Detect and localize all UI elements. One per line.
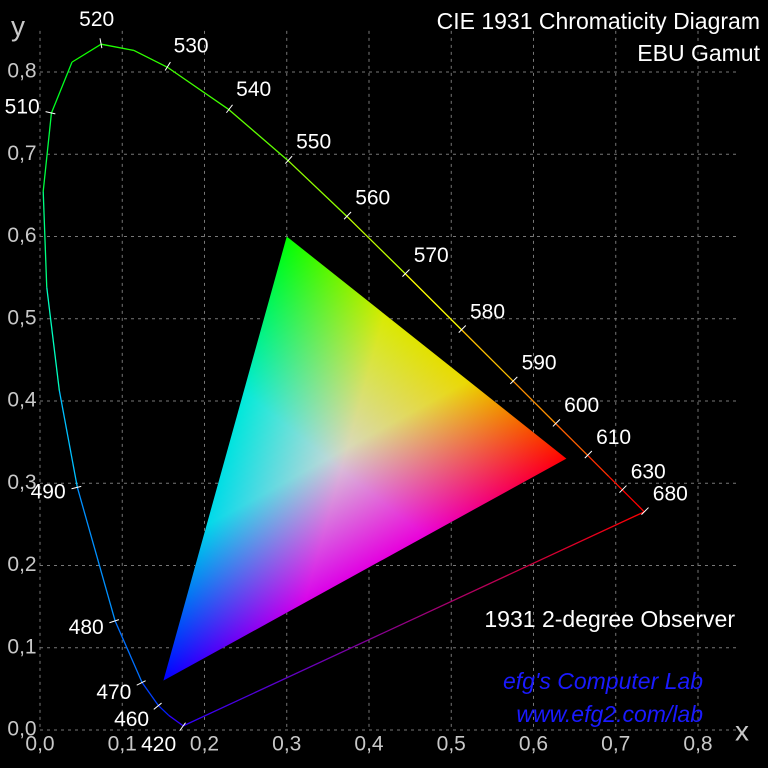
locus-tick xyxy=(45,111,56,115)
credit: efg's Computer Lab xyxy=(503,668,703,694)
locus-segment xyxy=(587,454,610,477)
locus-tick xyxy=(641,507,649,515)
locus-segment xyxy=(42,112,53,192)
credit: www.efg2.com/lab xyxy=(516,701,703,727)
wavelength-label: 590 xyxy=(522,352,557,375)
wavelength-label: 520 xyxy=(79,8,114,31)
wavelength-label: 560 xyxy=(355,187,390,210)
locus-segment xyxy=(50,61,73,114)
locus-tick xyxy=(619,485,627,494)
locus-segment xyxy=(141,682,159,706)
chart-title: CIE 1931 Chromaticity Diagram xyxy=(437,8,760,34)
locus-segment xyxy=(100,43,135,52)
wavelength-label: 610 xyxy=(596,426,631,449)
locus-segment xyxy=(346,215,406,275)
locus-segment xyxy=(608,475,623,491)
x-axis-label: x xyxy=(735,715,749,746)
locus-tick xyxy=(109,619,120,624)
y-tick-label: 0,5 xyxy=(7,306,36,329)
locus-segment xyxy=(42,191,48,288)
locus-tick xyxy=(584,450,593,459)
locus-segment xyxy=(404,273,462,331)
annotation: 1931 2-degree Observer xyxy=(484,606,735,632)
locus-segment xyxy=(58,390,78,488)
wavelength-label: 470 xyxy=(96,681,131,704)
locus-segment xyxy=(133,49,168,68)
wavelength-label: 680 xyxy=(653,482,688,505)
y-tick-label: 0,7 xyxy=(7,142,36,165)
locus-tick xyxy=(552,419,561,427)
y-tick-label: 0,4 xyxy=(7,389,37,412)
x-tick-label: 0,3 xyxy=(272,733,301,756)
y-tick-label: 0,3 xyxy=(7,471,36,494)
locus-segment xyxy=(157,705,170,716)
locus-segment xyxy=(621,489,638,506)
locus-tick xyxy=(226,104,233,114)
gamut-layer xyxy=(163,236,567,681)
locus-tick xyxy=(71,485,82,490)
y-tick-label: 0,6 xyxy=(7,224,36,247)
locus-tick xyxy=(402,269,410,277)
x-tick-label: 0,7 xyxy=(601,733,630,756)
x-tick-label: 0,0 xyxy=(25,733,54,756)
locus-tick xyxy=(136,680,146,686)
locus-segment xyxy=(636,504,645,513)
wavelength-label: 490 xyxy=(31,481,66,504)
locus-tick xyxy=(458,325,467,333)
locus-segment xyxy=(166,66,230,111)
wavelength-label: 630 xyxy=(631,460,666,483)
wavelength-label: 600 xyxy=(564,394,599,417)
wavelength-label: 550 xyxy=(296,130,331,153)
locus-tick xyxy=(285,155,293,164)
locus-segment xyxy=(114,620,143,683)
wavelength-label: 580 xyxy=(470,300,505,323)
x-tick-label: 0,1 xyxy=(108,733,137,756)
locus-segment xyxy=(512,380,557,425)
gamut xyxy=(163,236,567,681)
locus-segment xyxy=(287,160,348,217)
locus-tick xyxy=(153,702,162,710)
locus-segment xyxy=(46,287,60,391)
locus-segment xyxy=(71,43,102,63)
locus-tick xyxy=(179,722,186,732)
locus-segment xyxy=(76,487,116,622)
chart-subtitle: EBU Gamut xyxy=(637,40,760,66)
locus-segment xyxy=(168,714,184,727)
y-tick-label: 0,1 xyxy=(7,635,36,658)
locus-tick xyxy=(509,376,518,385)
wavelength-label: 570 xyxy=(414,244,449,267)
y-axis-label: y xyxy=(11,10,25,41)
locus-tick xyxy=(343,211,352,220)
y-tick-label: 0,0 xyxy=(7,718,36,741)
wavelength-label: 420 xyxy=(141,733,176,756)
locus-tick xyxy=(99,38,103,49)
locus-segment xyxy=(228,109,289,162)
x-tick-label: 0,8 xyxy=(683,733,712,756)
wavelength-label: 530 xyxy=(174,34,209,57)
x-tick-label: 0,5 xyxy=(437,733,466,756)
y-tick-label: 0,2 xyxy=(7,553,36,576)
locus-segment xyxy=(555,423,589,456)
purple-line xyxy=(182,511,645,727)
wavelength-label: 480 xyxy=(69,616,104,639)
wavelength-label: 460 xyxy=(114,708,149,731)
x-tick-label: 0,2 xyxy=(190,733,219,756)
locus-tick xyxy=(164,61,171,71)
wavelength-label: 510 xyxy=(5,95,40,118)
wavelength-label: 540 xyxy=(236,78,271,101)
locus-segment xyxy=(461,329,514,382)
y-tick-label: 0,8 xyxy=(7,60,36,83)
x-tick-label: 0,4 xyxy=(354,733,384,756)
x-tick-label: 0,6 xyxy=(519,733,548,756)
